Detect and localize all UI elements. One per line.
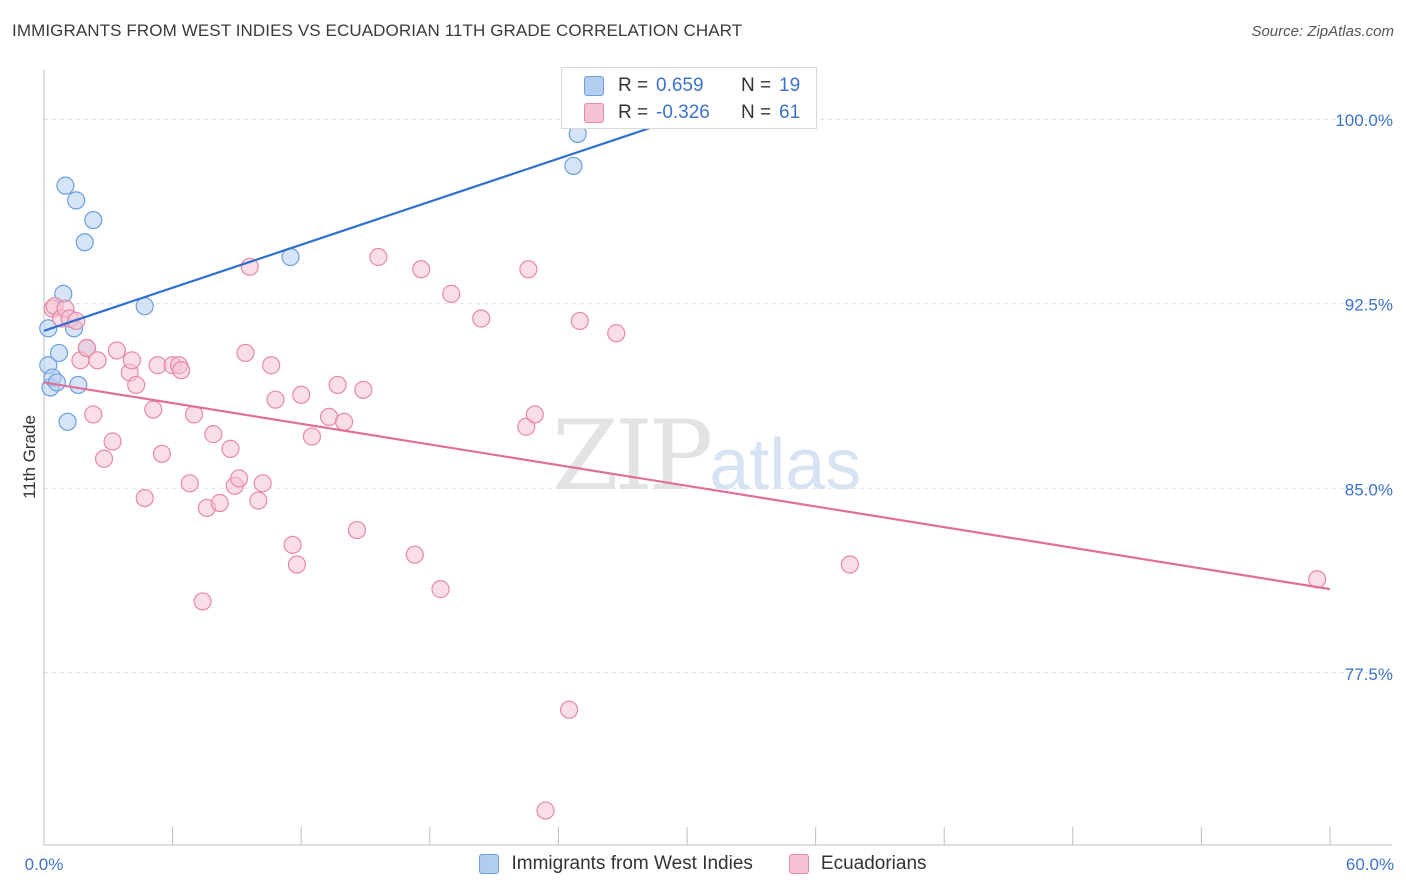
ecuadorian-point — [127, 375, 146, 395]
ecuadorian-point — [302, 427, 322, 446]
ecuadorian-point — [236, 343, 255, 363]
legend-r-label: R = — [618, 75, 649, 96]
ecuadorian-point — [354, 380, 373, 399]
ecuadorian-point — [283, 535, 302, 554]
ecuadorian-point — [405, 545, 424, 564]
legend-r-label: R = — [618, 102, 649, 123]
ecuadorian-point — [94, 449, 114, 468]
ecuadorian-point — [84, 405, 103, 424]
legend-r-value: 0.659 — [656, 75, 704, 96]
ecuadorian-point — [442, 284, 461, 303]
ecuadorian-point — [193, 592, 212, 611]
legend-swatch-blue — [584, 76, 604, 96]
ecuadorian-point — [536, 801, 555, 820]
ecuadorian-point — [88, 351, 107, 370]
ecuadorian-point — [221, 439, 240, 458]
ecuadorian-point — [122, 351, 141, 370]
ecuadorian-trend-line — [43, 381, 1331, 591]
legend-row-west-indies: R = 0.659 N = 19 — [562, 73, 800, 99]
ecuadorian-point — [840, 555, 859, 574]
west-indies-point — [84, 210, 103, 230]
legend-swatch-blue — [479, 854, 500, 874]
ecuadorian-point — [560, 700, 579, 719]
legend-n-label: N = — [741, 102, 772, 123]
y-tick-label: 85.0% — [1345, 480, 1393, 499]
watermark-zip: ZIP — [552, 400, 713, 512]
ecuadorian-point — [412, 260, 431, 279]
legend-swatch-pink — [788, 854, 809, 874]
legend-swatch-pink — [584, 103, 604, 123]
ecuadorian-point — [144, 400, 163, 419]
ecuadorian-point — [172, 361, 191, 380]
ecuadorian-point — [152, 444, 171, 463]
ecuadorian-point — [570, 311, 589, 331]
source-label: Source: ZipAtlas.com — [1251, 23, 1394, 40]
ecuadorian-point — [517, 417, 536, 436]
ecuadorian-point — [347, 520, 367, 540]
ecuadorian-point — [328, 375, 347, 395]
ecuadorian-point — [253, 474, 272, 493]
ecuadorian-point — [319, 407, 339, 427]
ecuadorian-point — [77, 338, 96, 358]
ecuadorian-point — [135, 488, 154, 508]
ecuadorian-point — [107, 341, 126, 360]
x-tick-label: 0.0% — [25, 855, 64, 874]
y-tick-label: 100.0% — [1335, 111, 1393, 130]
chart-title: IMMIGRANTS FROM WEST INDIES VS ECUADORIA… — [12, 21, 743, 40]
west-indies-point — [75, 233, 94, 252]
legend-item-west-indies[interactable]: Immigrants from West Indies — [479, 853, 753, 875]
ecuadorian-point — [204, 425, 223, 444]
ecuadorian-point — [369, 247, 388, 267]
ecuadorian-point — [334, 412, 354, 431]
series-legend: Immigrants from West Indies Ecuadorians — [0, 851, 1406, 877]
ecuadorian-point — [431, 580, 450, 599]
west-indies-point — [67, 191, 86, 210]
ecuadorian-point — [519, 260, 538, 279]
ecuadorian-point — [607, 324, 626, 343]
west-indies-point — [58, 412, 77, 431]
west-indies-point — [69, 375, 88, 395]
x-tick-label: 60.0% — [1346, 855, 1394, 874]
legend-n-value: 19 — [779, 75, 801, 96]
ecuadorian-point — [472, 309, 491, 328]
west-indies-trend-line — [43, 118, 677, 332]
watermark-atlas: atlas — [709, 425, 862, 505]
y-tick-label: 77.5% — [1345, 665, 1393, 684]
west-indies-point — [56, 176, 75, 195]
west-indies-point — [135, 297, 154, 316]
legend-label-ecuadorians: Ecuadorians — [820, 853, 927, 874]
legend-item-ecuadorians[interactable]: Ecuadorians — [788, 853, 927, 875]
ecuadorian-point — [249, 491, 268, 510]
legend-n-value: 61 — [779, 102, 801, 123]
y-axis-label: 11th Grade — [20, 415, 39, 499]
legend-label-west-indies: Immigrants from West Indies — [511, 853, 753, 874]
correlation-legend: R = 0.659 N = 19 R = -0.326 N = 61 — [561, 67, 817, 129]
west-indies-point — [49, 343, 69, 363]
west-indies-point — [564, 156, 583, 176]
legend-r-value: -0.326 — [656, 102, 710, 123]
ecuadorian-point — [180, 474, 199, 493]
ecuadorian-point — [266, 390, 285, 409]
ecuadorian-point — [210, 493, 229, 513]
ecuadorian-point — [525, 405, 544, 424]
ecuadorian-point — [287, 555, 307, 574]
ecuadorian-point — [229, 469, 249, 488]
legend-row-ecuadorians: R = -0.326 N = 61 — [562, 100, 800, 126]
watermark: ZIPatlas — [552, 400, 861, 512]
legend-n-label: N = — [741, 75, 772, 96]
ecuadorian-point — [262, 356, 281, 375]
ecuadorian-point — [292, 385, 311, 404]
ecuadorian-point — [103, 432, 122, 451]
y-tick-label: 92.5% — [1345, 296, 1393, 315]
